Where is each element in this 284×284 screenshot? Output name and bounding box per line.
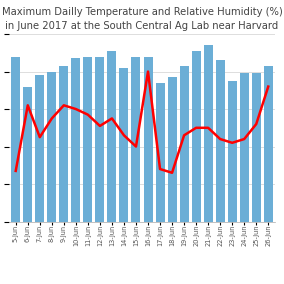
Bar — [179, 66, 189, 222]
Bar — [264, 66, 273, 222]
Bar — [47, 72, 56, 222]
Bar — [23, 87, 32, 222]
Bar — [204, 45, 213, 222]
Bar — [240, 74, 249, 222]
Text: in June 2017 at the South Central Ag Lab near Harvard: in June 2017 at the South Central Ag Lab… — [5, 21, 279, 31]
Bar — [107, 51, 116, 222]
Bar — [168, 77, 177, 222]
Bar — [228, 81, 237, 222]
Bar — [95, 57, 105, 222]
Bar — [192, 51, 201, 222]
Text: Maximum Dailly Temperature and Relative Humidity (%): Maximum Dailly Temperature and Relative … — [2, 7, 282, 17]
Bar — [71, 59, 80, 222]
Bar — [11, 57, 20, 222]
Bar — [83, 57, 92, 222]
Bar — [216, 60, 225, 222]
Bar — [120, 68, 128, 222]
Bar — [35, 75, 44, 222]
Bar — [156, 83, 164, 222]
Bar — [252, 74, 261, 222]
Bar — [59, 66, 68, 222]
Bar — [143, 57, 153, 222]
Bar — [131, 57, 141, 222]
